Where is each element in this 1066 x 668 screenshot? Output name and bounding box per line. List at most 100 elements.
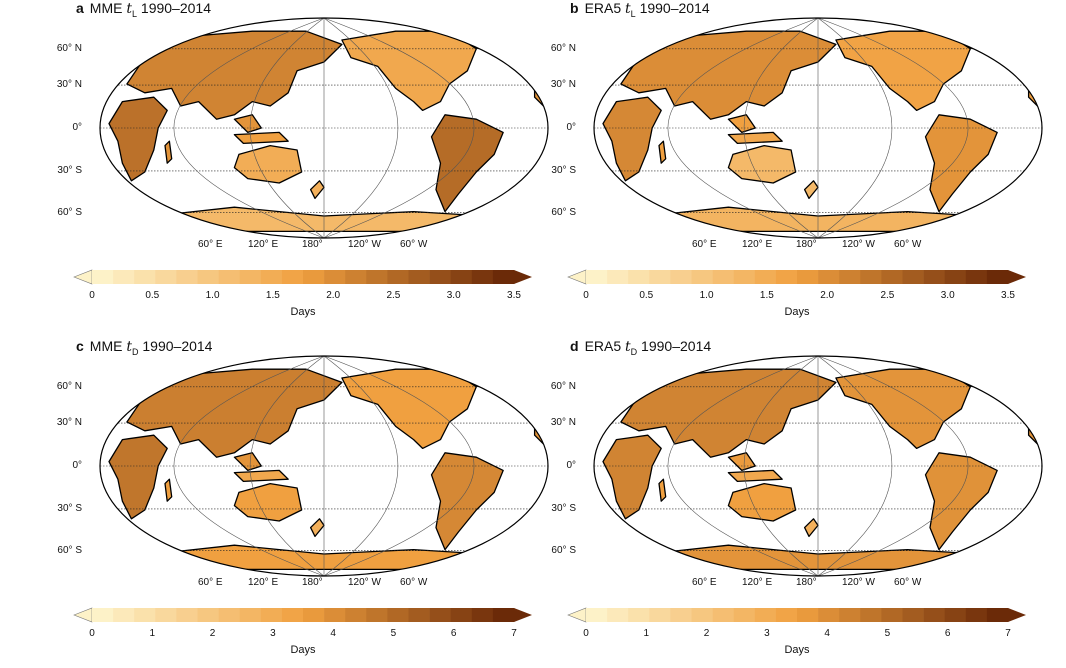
longitude-label: 60° E [198,239,223,250]
colorbar-segment [324,270,346,284]
colorbar-segment [691,270,713,284]
colorbar-label: Days [784,644,810,656]
longitude-label: 60° E [692,239,717,250]
colorbar-segment [281,608,304,622]
latitude-label: 30° S [551,164,576,176]
latitude-label: 60° S [57,206,82,218]
colorbar-label: Days [784,306,810,318]
colorbar-segment [965,270,988,284]
colorbar-segment [471,270,494,284]
meridian-line [667,356,819,576]
colorbar-tick-label: 3.0 [940,290,955,301]
dataset-name: MME [89,338,127,354]
colorbar-segment [197,608,219,622]
colorbar-segment [429,608,451,622]
colorbar-max-arrow [1008,608,1026,622]
colorbar-segment [986,270,1009,284]
colorbar-segment [670,270,692,284]
longitude-label: 180° [796,239,817,250]
world-map [593,17,1043,239]
colorbar-segment [586,270,608,284]
latitude-label: 0° [72,460,82,471]
latitude-label: 30° S [551,502,576,514]
world-map [593,355,1043,577]
longitude-label: 60° W [894,577,922,588]
latitude-label: 0° [566,460,576,471]
latitude-label: 60° N [550,380,576,392]
latitude-label: 60° N [56,380,82,392]
colorbar-tick-label: 1.5 [265,290,280,301]
colorbar-segment [92,270,114,284]
colorbar-min-arrow [73,607,93,623]
panel-c: c MME tD 1990–2014 60° N 30° N 0° 30° S 60° S 6… [57,338,560,668]
colorbar-segment [155,270,177,284]
period: 1990–2014 [637,338,712,354]
colorbar-segment [775,608,798,622]
period: 1990–2014 [635,0,710,16]
colorbar-tick-label: 7 [1005,628,1011,639]
variable-symbol: t [625,1,631,17]
variable-subscript: D [630,346,638,357]
colorbar-segment [902,608,924,622]
panel-d: d ERA5 tD 1990–2014 60° N 30° N 0° 30° S 60° S… [551,338,1054,668]
variable-symbol: t [625,339,631,355]
longitude-label: 120° W [348,239,381,250]
land-madagascar [164,140,173,164]
longitude-label: 60° W [894,239,922,250]
colorbar-tick-label: 1.0 [205,290,220,301]
meridian-line [323,356,399,576]
period: 1990–2014 [137,0,211,16]
colorbar-segment [197,270,219,284]
colorbar-segment [134,608,156,622]
latitude-label: 30° N [550,79,576,91]
colorbar-segment [839,270,861,284]
colorbar-segment [797,270,819,284]
colorbar-segment [649,608,671,622]
colorbar-tick-label: 2.5 [386,290,401,301]
land-indonesia [727,469,783,483]
land-seasia [233,114,262,134]
colorbar-segment [345,270,367,284]
colorbar-segment [408,608,430,622]
colorbar-segment [712,270,734,284]
colorbar-tick-label: 1.5 [759,290,774,301]
meridian-line [817,18,969,238]
world-map [99,17,549,239]
colorbar-segment [92,608,114,622]
variable-subscript: L [630,8,636,19]
meridian-line [173,18,325,238]
latitude-label: 60° N [550,42,576,54]
colorbar-segment [260,608,283,622]
map-frame [593,17,1043,239]
latitude-label: 30° N [550,417,576,429]
panel-letter: a [76,0,84,16]
colorbar [73,269,532,285]
land-africa [108,96,168,182]
colorbar-segment [429,270,451,284]
colorbar-segment [965,608,988,622]
colorbar-segment [450,608,473,622]
latitude-label: 0° [566,122,576,133]
map-frame [99,17,549,239]
colorbar-label: Days [290,644,316,656]
panel-b: b ERA5 tL 1990–2014 60° N 30° N 0° 30° S 60° S… [551,0,1054,330]
colorbar-segment [586,608,608,622]
panel-title: b ERA5 tL 1990–2014 [570,0,710,19]
colorbar-tick-label: 2 [209,628,216,639]
longitude-label: 120° E [248,239,279,250]
land-eurasia [620,368,837,458]
colorbar-max-arrow [514,608,532,622]
panel-title: d ERA5 tD 1990–2014 [570,338,711,357]
land-madagascar [164,478,173,502]
latitude-label: 30° N [56,417,82,429]
colorbar-segment [712,608,734,622]
land-australia [233,482,303,522]
colorbar-segment [881,608,903,622]
colorbar-tick-label: 5 [390,628,397,639]
dataset-name: MME [89,0,127,16]
panel-letter: d [570,338,579,354]
colorbar-segment [607,270,629,284]
longitude-label: 180° [796,577,817,588]
colorbar-tick-label: 3.5 [1001,290,1015,301]
colorbar-segment [408,270,430,284]
